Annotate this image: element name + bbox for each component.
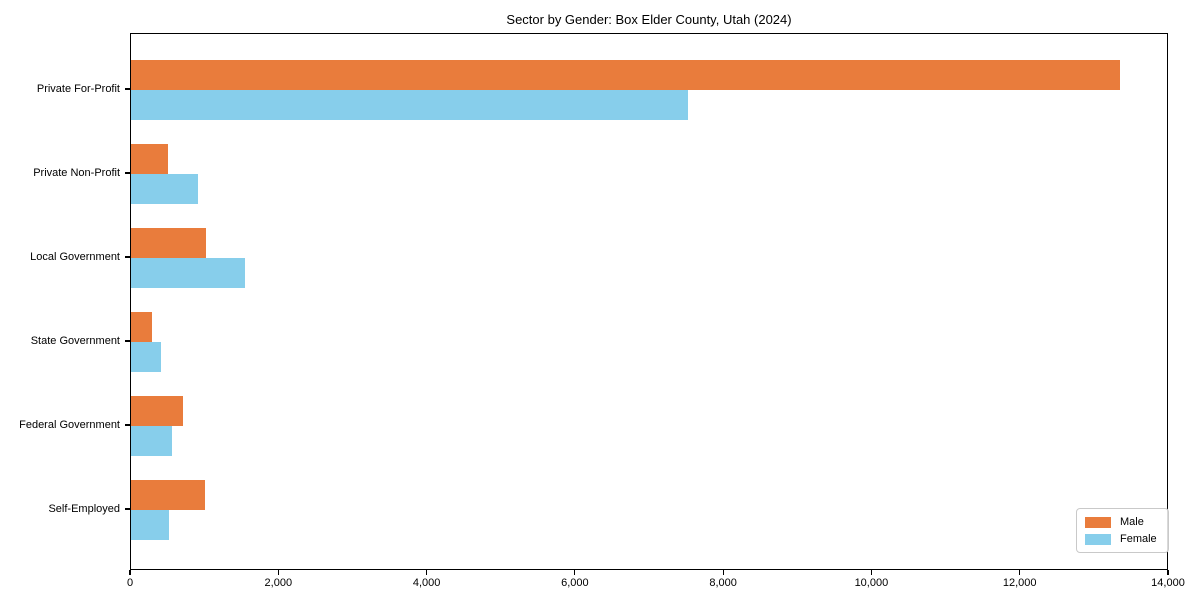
x-axis-tick-label-0: 0 — [126, 577, 134, 589]
bar-female-self-employed — [131, 510, 169, 540]
bar-male-federal-government — [131, 396, 183, 426]
legend-item-female: Female — [1085, 533, 1157, 545]
x-axis-tick-label-8000: 8,000 — [709, 577, 737, 589]
x-tick-8000 — [722, 570, 724, 575]
legend-item-male: Male — [1085, 516, 1157, 528]
legend-label-female: Female — [1120, 533, 1157, 545]
y-axis-label-self-employed: Self-Employed — [48, 503, 120, 515]
x-axis-tick-label-14000: 14,000 — [1151, 577, 1185, 589]
y-tick-local-government — [125, 256, 130, 258]
bar-male-state-government — [131, 312, 152, 342]
x-axis-tick-label-10000: 10,000 — [854, 577, 889, 589]
bar-female-private-non-profit — [131, 174, 198, 204]
x-axis-tick-label-6000: 6,000 — [561, 577, 589, 589]
bar-female-federal-government — [131, 426, 172, 456]
x-axis-tick-label-4000: 4,000 — [412, 577, 441, 589]
plot-area — [130, 33, 1168, 570]
y-tick-private-non-profit — [125, 172, 130, 174]
legend-label-male: Male — [1120, 516, 1144, 528]
legend-swatch-male — [1085, 516, 1111, 528]
y-tick-federal-government — [125, 424, 130, 426]
x-tick-0 — [129, 570, 131, 575]
y-axis-label-private-non-profit: Private Non-Profit — [33, 167, 120, 179]
x-tick-2000 — [277, 570, 279, 575]
bar-male-self-employed — [131, 480, 206, 510]
bar-male-private-for-profit — [131, 60, 1121, 90]
y-tick-self-employed — [125, 508, 130, 510]
y-axis-label-state-government: State Government — [30, 335, 120, 347]
bar-female-local-government — [131, 258, 246, 288]
bar-male-private-non-profit — [131, 144, 169, 174]
x-tick-14000 — [1167, 570, 1169, 575]
bar-male-local-government — [131, 228, 206, 258]
x-axis-tick-label-12000: 12,000 — [1002, 577, 1037, 589]
y-axis-label-local-government: Local Government — [30, 251, 120, 263]
x-axis-tick-label-2000: 2,000 — [264, 577, 293, 589]
x-tick-4000 — [426, 570, 428, 575]
chart-title: Sector by Gender: Box Elder County, Utah… — [506, 12, 792, 27]
y-axis-label-federal-government: Federal Government — [19, 419, 120, 431]
y-tick-private-for-profit — [125, 88, 130, 90]
legend-swatch-female — [1085, 533, 1111, 545]
x-tick-12000 — [1019, 570, 1021, 575]
x-tick-6000 — [574, 570, 576, 575]
legend: Male Female — [1076, 508, 1169, 553]
x-tick-10000 — [870, 570, 872, 575]
y-tick-state-government — [125, 340, 130, 342]
bar-female-private-for-profit — [131, 90, 688, 120]
bar-female-state-government — [131, 342, 161, 372]
y-axis-label-private-for-profit: Private For-Profit — [36, 83, 120, 95]
